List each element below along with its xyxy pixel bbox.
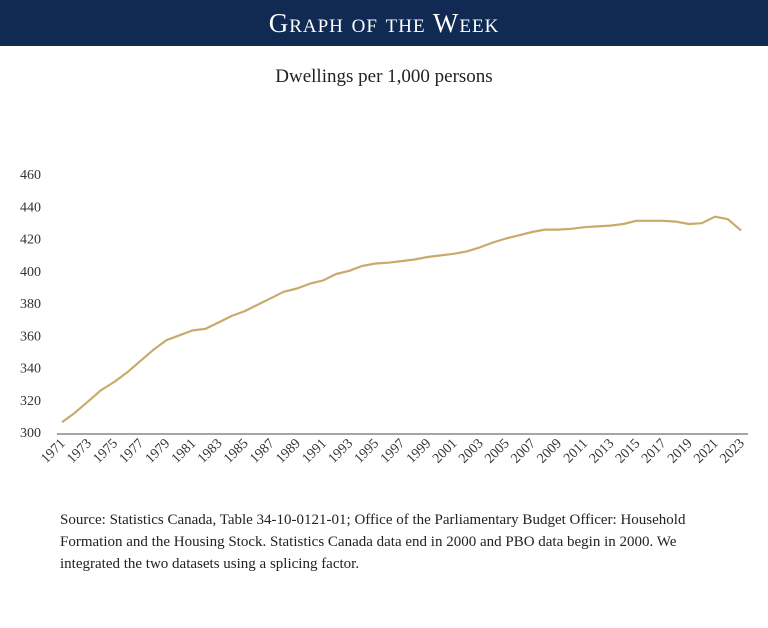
x-tick-label: 1977: [117, 436, 147, 466]
x-tick-label: 1987: [247, 436, 277, 466]
x-tick-label: 2003: [456, 436, 486, 466]
x-tick-label: 1997: [378, 436, 408, 466]
x-tick-label: 2011: [561, 436, 591, 466]
y-tick-label: 380: [20, 297, 41, 312]
y-tick-label: 440: [20, 200, 41, 215]
x-tick-label: 2023: [717, 436, 747, 466]
banner-title: Graph of the Week: [0, 0, 768, 46]
x-tick-label: 2019: [665, 436, 695, 466]
line-chart: 3003203403603804004204404601971197319751…: [20, 168, 748, 467]
x-tick-label: 2009: [535, 436, 565, 466]
source-note: Source: Statistics Canada, Table 34-10-0…: [60, 512, 686, 572]
series-line: [61, 215, 742, 424]
y-tick-label: 400: [20, 265, 41, 280]
x-tick-label: 1989: [273, 436, 303, 466]
x-tick-label: 1975: [91, 436, 121, 466]
x-tick-label: 2005: [482, 436, 512, 466]
x-tick-label: 1981: [169, 436, 199, 466]
x-tick-label: 1971: [38, 436, 68, 466]
x-tick-label: 1985: [221, 436, 251, 466]
y-tick-label: 300: [20, 426, 41, 441]
x-tick-label: 2017: [639, 436, 669, 466]
x-tick-label: 2007: [508, 436, 538, 466]
x-tick-label: 2013: [587, 436, 617, 466]
x-tick-label: 1991: [300, 436, 330, 466]
x-tick-label: 1993: [326, 436, 356, 466]
x-tick-label: 2021: [691, 436, 721, 466]
y-tick-label: 320: [20, 394, 41, 409]
chart-title: Dwellings per 1,000 persons: [275, 66, 493, 87]
x-tick-label: 1973: [65, 436, 95, 466]
y-tick-label: 460: [20, 168, 41, 183]
x-tick-label: 1983: [195, 436, 225, 466]
y-tick-label: 360: [20, 329, 41, 344]
x-tick-label: 2015: [613, 436, 643, 466]
y-tick-label: 420: [20, 233, 41, 248]
y-tick-label: 340: [20, 362, 41, 377]
x-tick-label: 1995: [352, 436, 382, 466]
x-tick-label: 1979: [143, 436, 173, 466]
x-tick-label: 1999: [404, 436, 434, 466]
x-tick-label: 2001: [430, 436, 460, 466]
